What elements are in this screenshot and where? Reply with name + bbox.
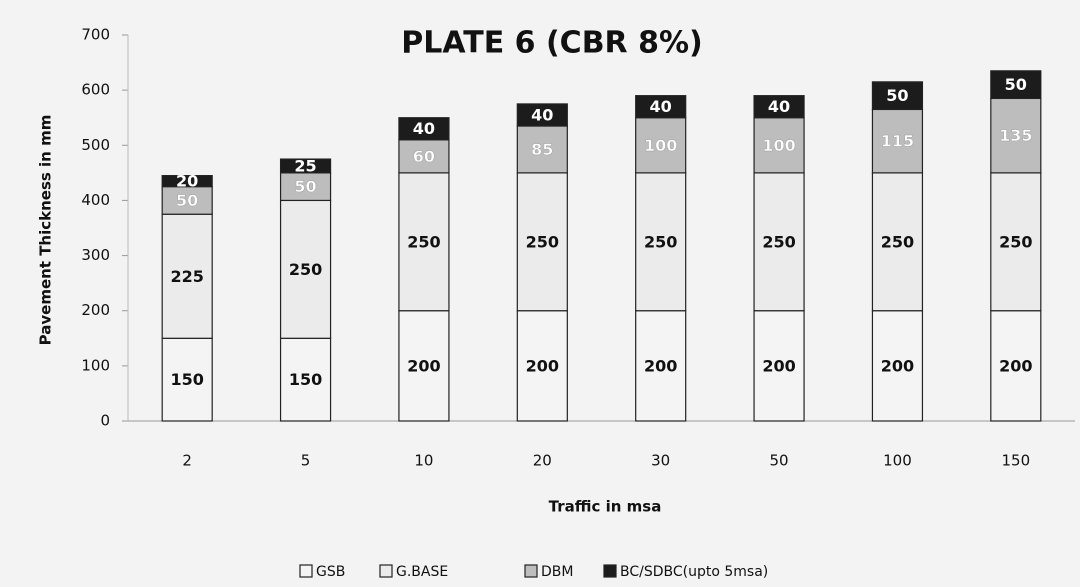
legend-swatch	[524, 564, 538, 578]
value-label: 40	[413, 119, 435, 138]
value-label: 250	[407, 232, 440, 251]
bar-segment	[753, 310, 805, 422]
bar-segment	[753, 117, 805, 174]
bar-segment	[635, 172, 687, 312]
legend-swatch	[299, 564, 313, 578]
value-label: 250	[762, 232, 795, 251]
x-tick-label: 10	[414, 452, 433, 470]
value-label: 250	[999, 232, 1032, 251]
legend-label: DBM	[541, 564, 573, 580]
bar-segment	[279, 158, 332, 174]
y-tick-label: 0	[100, 412, 110, 430]
bar-segment	[990, 70, 1042, 100]
value-label: 40	[531, 105, 553, 124]
y-tick-label: 400	[81, 191, 110, 209]
value-label: 20	[176, 172, 198, 191]
value-label: 25	[294, 156, 316, 175]
bar-segment	[161, 175, 213, 188]
bar-segment	[398, 172, 450, 312]
y-tick-label: 200	[81, 301, 110, 319]
value-label: 100	[762, 136, 795, 155]
value-label: 100	[644, 136, 677, 155]
y-tick-label: 500	[81, 136, 110, 154]
value-label: 250	[526, 232, 559, 251]
value-label: 150	[170, 370, 203, 389]
bar-segment	[516, 125, 568, 174]
value-label: 40	[768, 97, 790, 116]
value-label: 200	[407, 356, 440, 375]
value-label: 225	[170, 267, 203, 286]
bar-segment	[990, 172, 1042, 312]
value-label: 85	[531, 140, 553, 159]
x-tick-label: 20	[533, 452, 552, 470]
bar-segment	[871, 172, 924, 312]
x-tick-label: 5	[301, 452, 311, 470]
bar-segment	[398, 310, 450, 422]
bar-segment	[871, 108, 924, 174]
bar-segment	[635, 95, 687, 119]
value-label: 50	[176, 191, 198, 210]
legend-label: GSB	[316, 564, 345, 580]
value-label: 200	[644, 356, 677, 375]
bar-segment	[279, 172, 332, 202]
bar-segment	[398, 117, 450, 141]
value-label: 50	[1005, 75, 1027, 94]
bar-segment	[990, 97, 1042, 174]
bar-segment	[161, 186, 213, 215]
value-label: 200	[762, 356, 795, 375]
legend-swatch	[603, 564, 617, 578]
y-axis-label: Pavement Thickness in mm	[37, 115, 55, 346]
x-axis-label: Traffic in msa	[549, 498, 662, 516]
bar-segment	[279, 337, 332, 422]
x-tick-label: 100	[883, 452, 912, 470]
value-label: 60	[413, 147, 435, 166]
bar-segment	[635, 117, 687, 174]
bar-segment	[516, 172, 568, 312]
value-label: 40	[650, 97, 672, 116]
x-tick-label: 50	[770, 452, 789, 470]
bar-segment	[161, 213, 213, 339]
legend-label: BC/SDBC(upto 5msa)	[620, 564, 768, 580]
bar-segment	[871, 81, 924, 111]
bar-segment	[753, 95, 805, 119]
x-tick-label: 2	[182, 452, 192, 470]
legend-swatch	[379, 564, 393, 578]
value-label: 200	[881, 356, 914, 375]
value-label: 250	[289, 260, 322, 279]
bar-segment	[990, 310, 1042, 422]
chart-title: PLATE 6 (CBR 8%)	[401, 26, 703, 61]
legend-label: G.BASE	[396, 564, 448, 580]
bar-segment	[516, 310, 568, 422]
value-label: 200	[526, 356, 559, 375]
bar-segment	[753, 172, 805, 312]
value-label: 150	[289, 370, 322, 389]
value-label: 200	[999, 356, 1032, 375]
value-label: 250	[644, 232, 677, 251]
bar-segment	[161, 337, 213, 422]
value-label: 50	[294, 177, 316, 196]
value-label: 115	[881, 132, 914, 151]
value-label: 50	[886, 86, 908, 105]
bar-segment	[279, 199, 332, 339]
value-label: 250	[881, 232, 914, 251]
y-tick-label: 700	[81, 26, 110, 44]
bar-segment	[635, 310, 687, 422]
bar-segment	[871, 310, 924, 422]
bar-segment	[516, 103, 568, 127]
y-tick-label: 100	[81, 356, 110, 374]
y-tick-label: 600	[81, 81, 110, 99]
value-label: 135	[999, 126, 1032, 145]
x-tick-label: 30	[651, 452, 670, 470]
x-tick-label: 150	[1001, 452, 1030, 470]
y-tick-label: 300	[81, 246, 110, 264]
